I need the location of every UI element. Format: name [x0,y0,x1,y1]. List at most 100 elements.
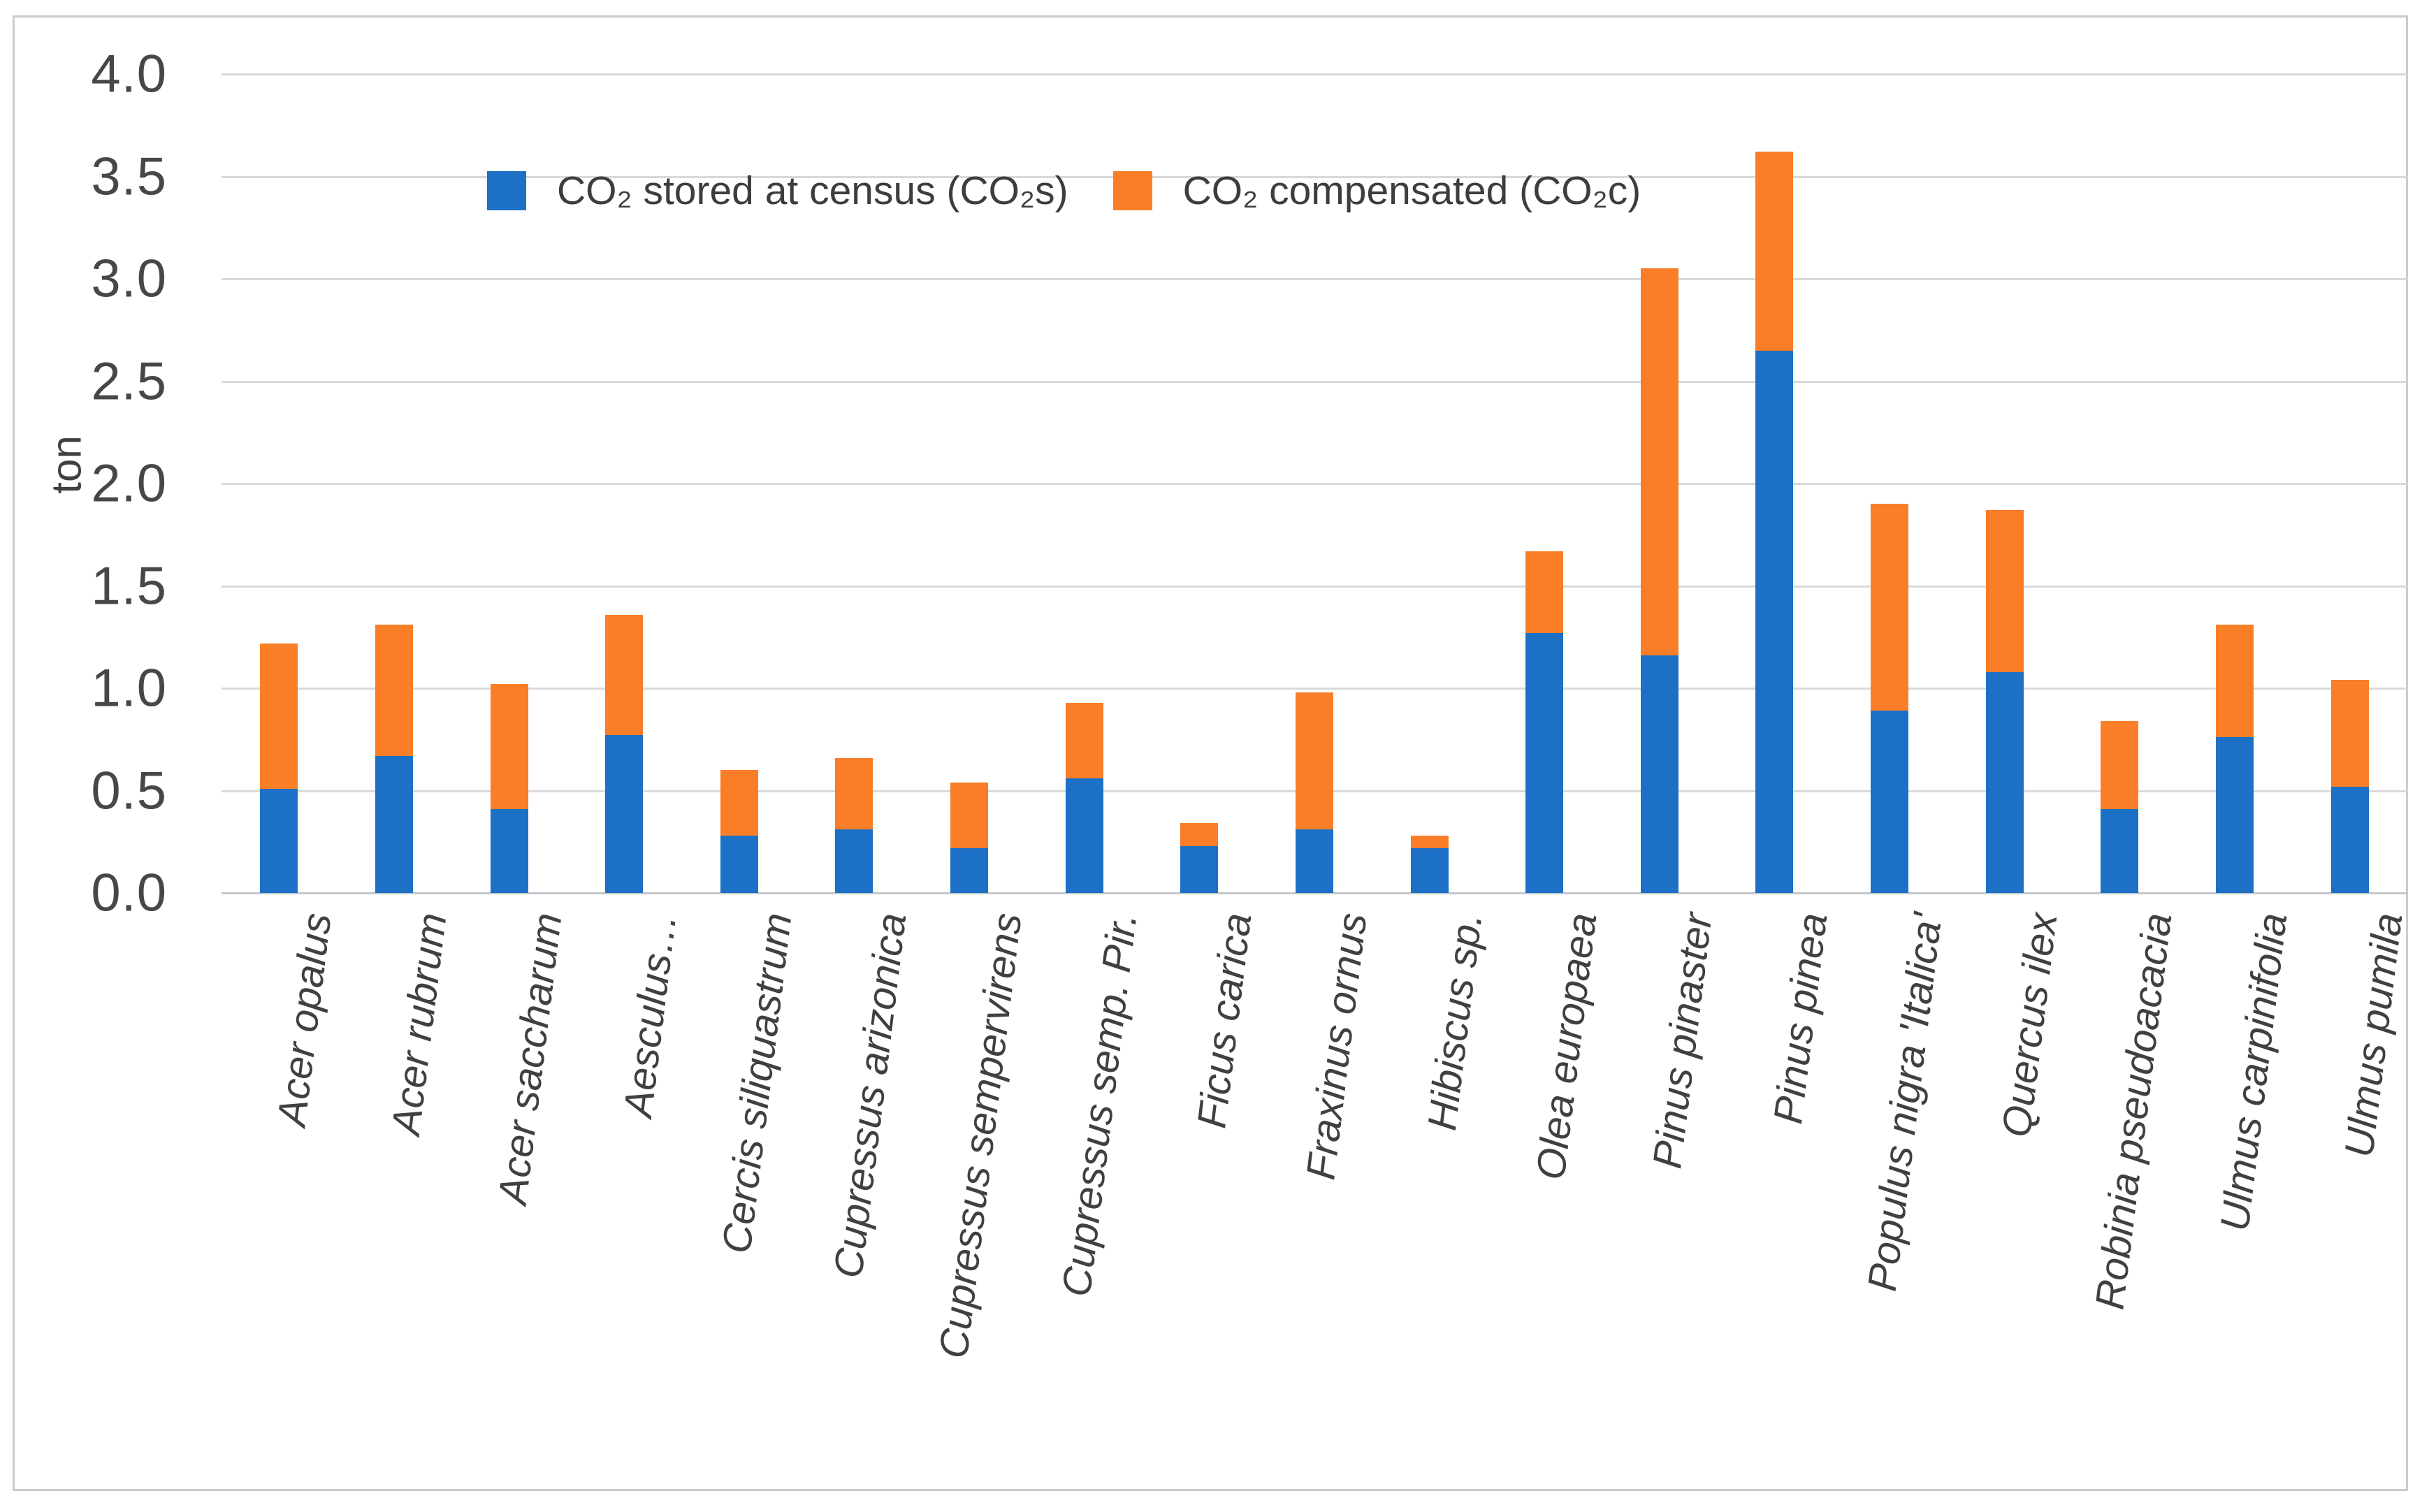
bar-segment [260,643,298,789]
bar-segment [950,782,989,848]
stacked-bar [1871,504,1909,893]
bar-segment [2330,680,2369,787]
bar-group [1257,74,1372,893]
legend-swatch-icon [487,171,526,210]
bar-segment [1065,778,1103,893]
x-axis-category-label: Robinia pseudoacacia [2087,910,2181,1312]
stacked-bar [1065,702,1103,893]
legend: CO₂ stored at census (CO₂s) CO₂ compensat… [487,168,1641,214]
legend-swatch-icon [1112,171,1152,210]
gridline [222,585,2407,588]
x-axis-category-label: Cercis siliquastrum [713,910,801,1256]
bar-group [797,74,912,893]
x-axis-category-label: Acer rubrum [383,910,456,1137]
stacked-bar [1985,510,2024,893]
bar-segment [950,848,989,893]
x-axis-category-label: Hibiscus sp. [1419,910,1491,1133]
legend-item: CO₂ stored at census (CO₂s) [487,168,1068,214]
x-axis-category-label: Aesculus… [615,910,686,1120]
bar-segment [1871,504,1909,711]
stacked-bar [1180,823,1219,893]
gridline [222,892,2407,894]
bar-group [337,74,452,893]
gridline [222,175,2407,178]
stacked-bar [605,614,644,893]
stacked-bar [2215,625,2254,893]
bar-segment [2215,737,2254,893]
x-axis-category-label: Populus nigra 'Italica' [1859,910,1951,1294]
gridline [222,380,2407,383]
bar-segment [720,770,758,836]
bar-group [1487,74,1602,893]
x-axis-category-label: Pinus pinea [1764,910,1836,1126]
bar-segment [1295,829,1333,893]
plot-area: CO₂ stored at census (CO₂s) CO₂ compensat… [222,73,2407,894]
x-axis-category-label: Ulmus carpinifolia [2212,910,2296,1234]
bar-group [451,74,567,893]
bar-group [1947,74,2062,893]
bar-group [222,74,337,893]
bar-segment [605,614,644,736]
stacked-bar [260,643,298,893]
bar-segment [1871,711,1909,893]
stacked-bar [1410,835,1449,893]
bar-segment [1180,823,1219,846]
bar-group [912,74,1027,893]
bar-segment [2330,786,2369,893]
bar-group [567,74,682,893]
legend-label: CO₂ compensated (CO₂c) [1182,168,1641,213]
bars-container [222,74,2407,893]
bar-segment [605,735,644,893]
bar-segment [720,835,758,893]
x-axis-category-label: Acer saccharum [489,910,571,1207]
bar-group [2292,74,2407,893]
stacked-bar [375,625,413,893]
bar-group [1142,74,1257,893]
bar-group [2062,74,2177,893]
x-axis-category-label: Ficus carica [1189,910,1261,1131]
bar-segment [1640,268,1678,656]
stacked-bar [1755,152,1794,893]
y-axis-tick-label: 4.0 [91,44,167,104]
y-axis-tick-label: 2.0 [91,453,167,514]
y-axis-tick-label: 1.5 [91,556,167,616]
stacked-bar [1640,268,1678,893]
bar-segment [375,625,413,756]
y-axis-tick-label: 3.0 [91,249,167,309]
bar-segment [1985,671,2024,893]
bar-segment [1180,845,1219,893]
gridline [222,278,2407,280]
bar-group [1372,74,1487,893]
x-axis-category-label: Cupressus sempervirens [930,910,1031,1361]
bar-segment [1295,692,1333,830]
bar-segment [2101,808,2139,893]
y-axis-tick-label: 3.5 [91,147,167,206]
x-axis-category-label: Acer opalus [268,910,340,1129]
y-axis-tick-labels: 4.0 3.5 3.0 2.5 2.0 1.5 1.0 0.5 0.0 [15,45,167,923]
y-axis-tick-label: 0.0 [91,863,167,923]
bar-segment [1755,152,1794,351]
x-axis-category-label: Ulmus pumila [2335,910,2412,1160]
x-axis-category-label: Pinus pinaster [1644,910,1721,1171]
bar-group [1602,74,1718,893]
bar-segment [1640,655,1678,893]
stacked-bar [1295,692,1333,893]
bar-segment [260,788,298,893]
bar-group [1717,74,1832,893]
stacked-bar [2101,720,2139,893]
bar-segment [1410,835,1449,848]
stacked-bar [720,770,758,893]
bar-group [1832,74,1948,893]
gridline [222,73,2407,75]
stacked-bar [950,782,989,893]
bar-group [1027,74,1142,893]
bar-segment [490,808,528,893]
y-axis-tick-label: 1.0 [91,658,167,718]
bar-segment [2101,720,2139,809]
gridline [222,483,2407,485]
bar-segment [835,829,873,893]
x-axis-category-labels: Acer opalus Acer rubrum Acer saccharum Aesc… [222,910,2411,1488]
legend-label: CO₂ stored at census (CO₂s) [557,168,1068,213]
legend-item: CO₂ compensated (CO₂c) [1112,168,1641,214]
